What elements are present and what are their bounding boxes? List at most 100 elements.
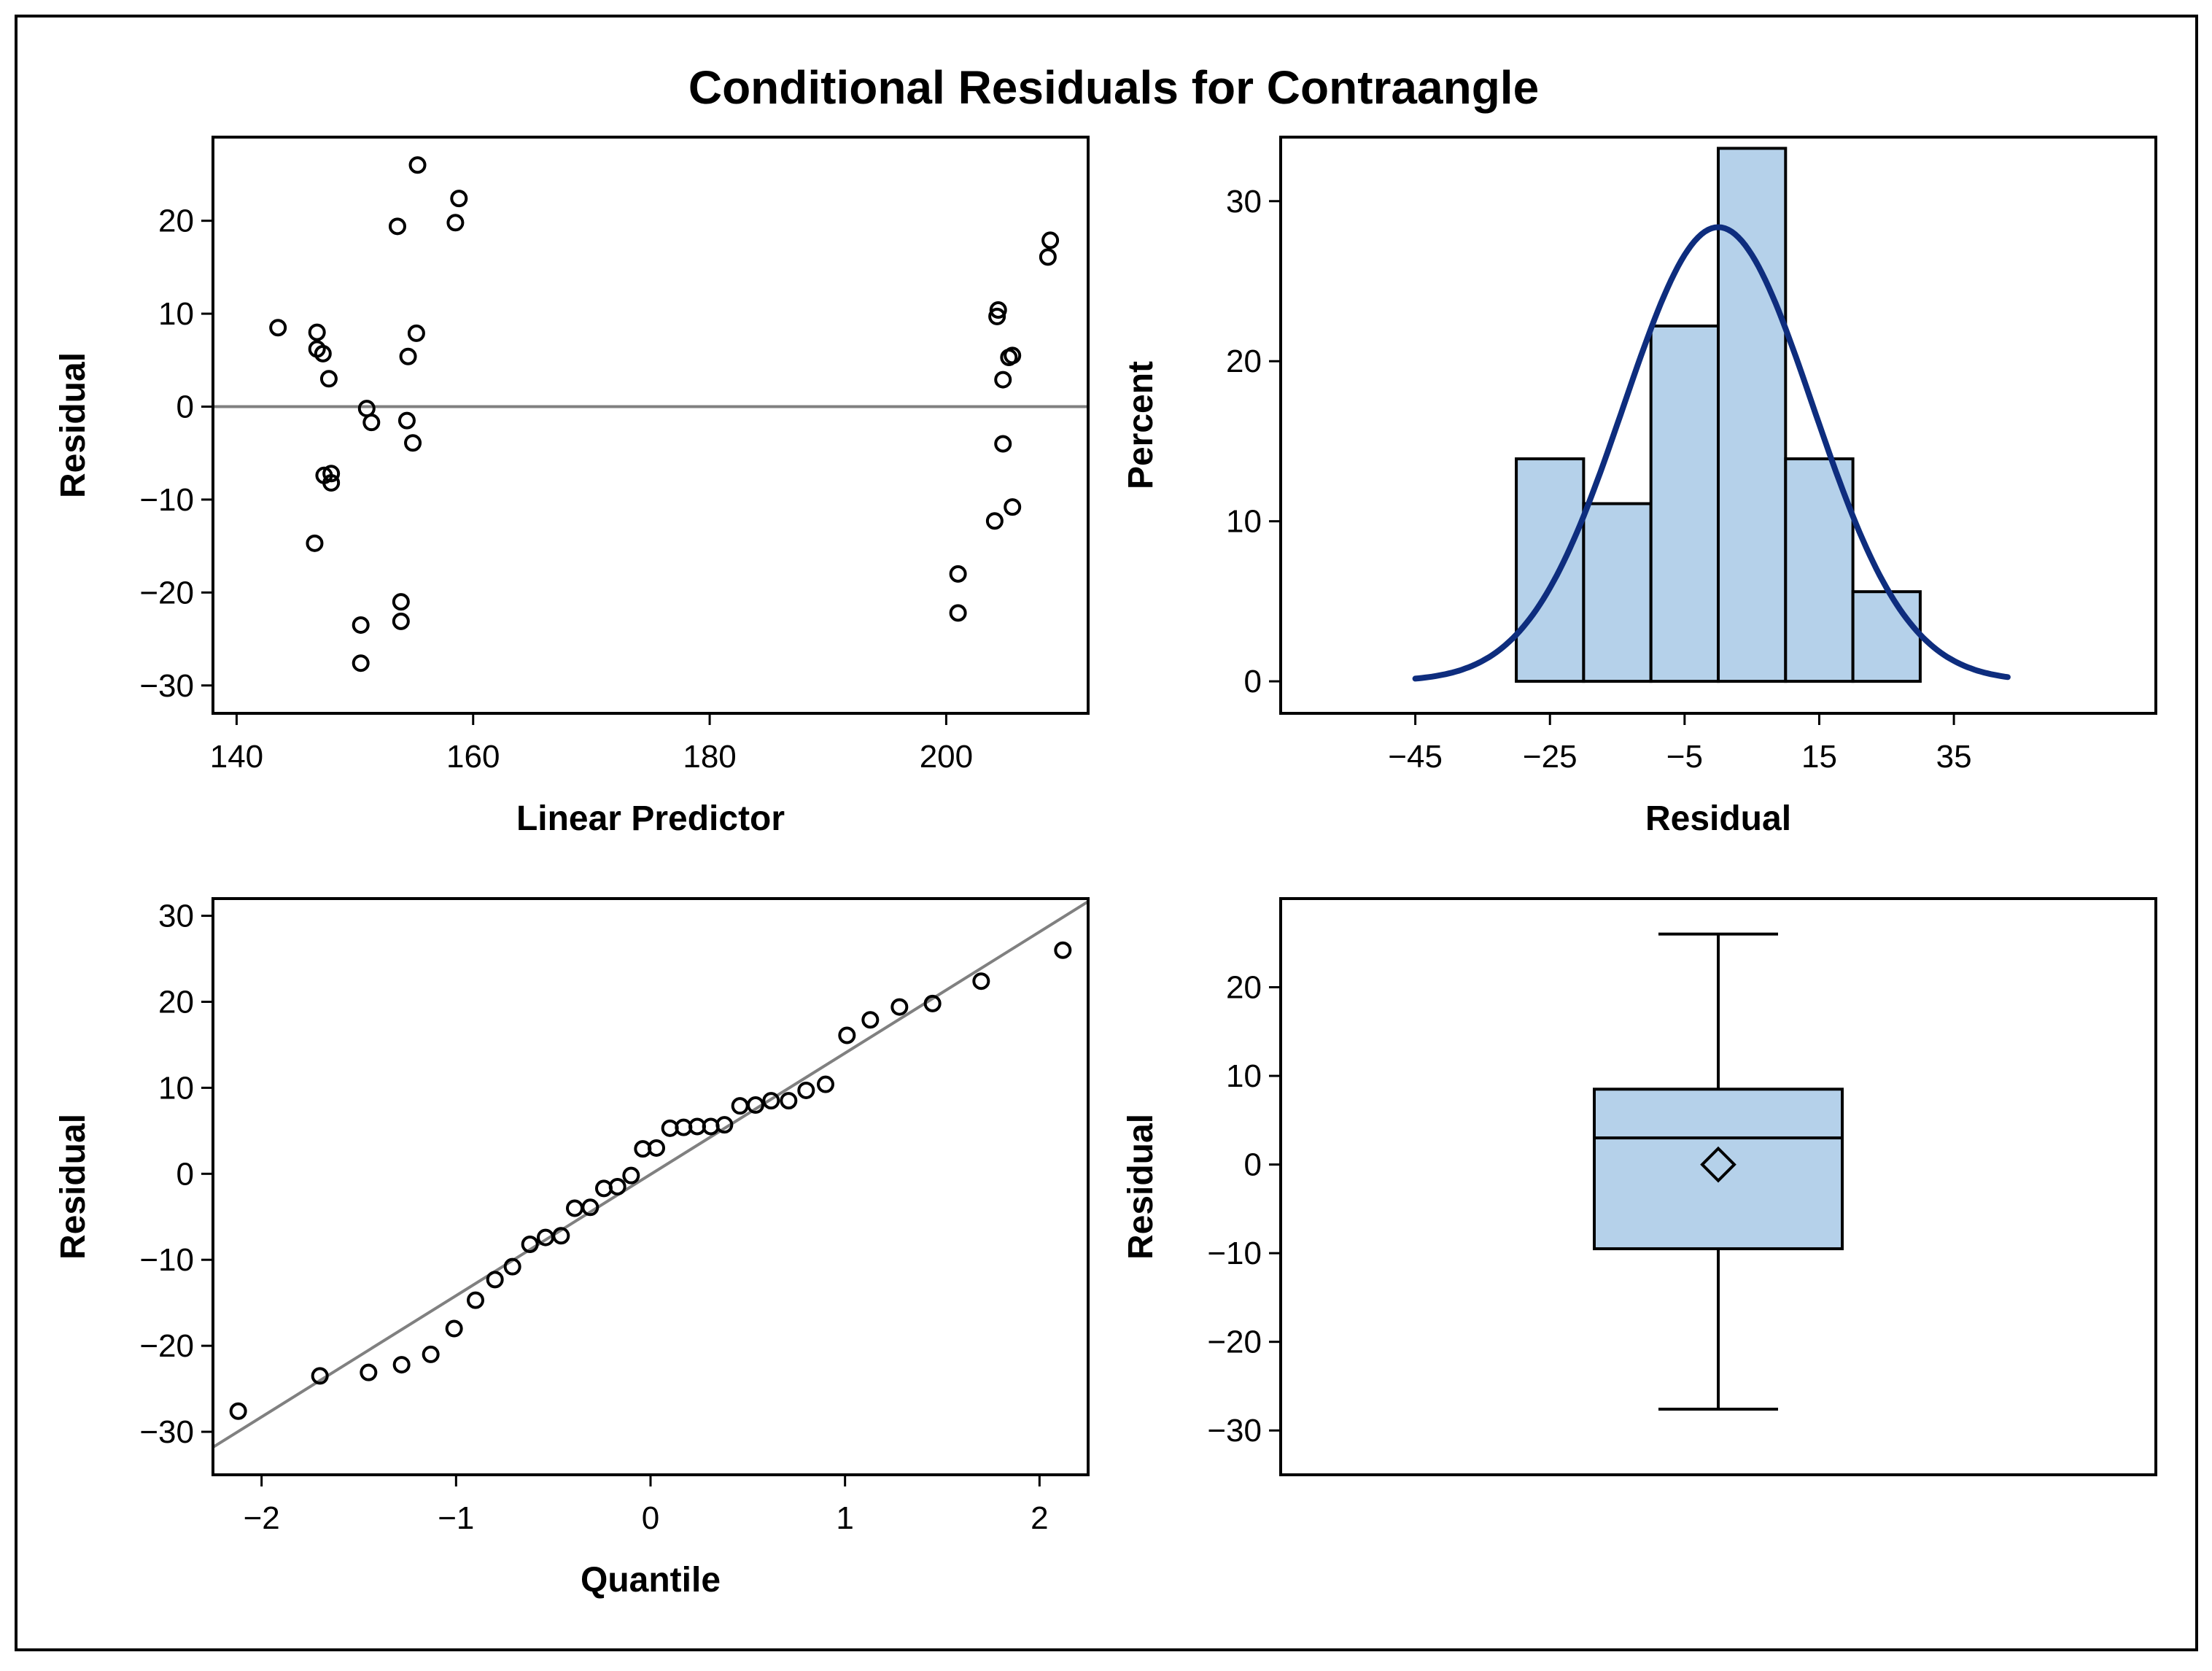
y-tick-label: 10	[1226, 504, 1262, 540]
qq-reference-line	[213, 900, 1088, 1449]
data-point	[972, 972, 990, 990]
interquartile-box	[1593, 1087, 1844, 1251]
data-point	[622, 1166, 640, 1185]
data-point	[747, 1096, 764, 1114]
data-point	[988, 307, 1006, 325]
data-point	[949, 604, 967, 622]
data-point	[861, 1011, 880, 1029]
x-tick-label: 35	[1936, 739, 1972, 775]
data-point	[817, 1075, 834, 1093]
histogram-bar	[1649, 324, 1720, 683]
y-tick-label: −20	[1207, 1325, 1262, 1360]
data-point	[397, 411, 416, 430]
data-point	[319, 370, 338, 388]
data-point	[608, 1178, 626, 1195]
data-point	[762, 1092, 780, 1110]
y-tick-label: 0	[176, 1156, 194, 1192]
residual-vs-predictor-panel: −30 −20 −10 0 10 20 Residual 140 160 180 200 Linear…	[54, 136, 1090, 838]
residual-histogram-panel: 0 10 20 30 Percent −45 −25 −5 15 35 Residual	[1122, 136, 2157, 838]
data-point	[269, 319, 287, 337]
y-tick-label: 0	[176, 389, 194, 425]
data-point	[780, 1092, 798, 1110]
mean-marker	[1700, 1146, 1736, 1183]
data-point	[1039, 248, 1057, 266]
normal-density-curve	[1412, 224, 2011, 682]
data-point	[392, 1356, 411, 1374]
data-point	[360, 1363, 378, 1381]
y-tick-label: 20	[1226, 344, 1262, 379]
data-point	[1041, 231, 1060, 249]
data-point	[994, 371, 1012, 389]
data-point	[521, 1236, 539, 1253]
x-tick-label: −2	[244, 1500, 280, 1536]
outer-frame	[15, 15, 2198, 1651]
data-point	[229, 1402, 247, 1420]
plot-frame	[212, 136, 1090, 715]
data-point	[581, 1198, 599, 1217]
data-point	[399, 347, 417, 365]
y-tick-label: 0	[1244, 1147, 1262, 1183]
data-point	[362, 414, 381, 432]
x-tick-label: −5	[1666, 739, 1703, 775]
y-tick-label: 20	[158, 203, 194, 239]
y-axis-label: Residual	[54, 1114, 93, 1260]
data-point	[715, 1116, 734, 1134]
data-point	[306, 534, 324, 552]
data-point	[949, 565, 967, 583]
y-tick-label: −10	[139, 482, 194, 518]
data-point	[890, 998, 909, 1016]
y-tick-label: −10	[139, 1242, 194, 1278]
y-tick-label: −20	[139, 575, 194, 610]
y-tick-label: 0	[1244, 664, 1262, 699]
data-point	[989, 301, 1007, 319]
x-tick-label: 160	[446, 739, 500, 775]
y-tick-label: 30	[1226, 184, 1262, 220]
data-point	[352, 616, 370, 634]
data-point	[352, 654, 370, 672]
x-axis-label: Residual	[1645, 799, 1791, 838]
y-tick-label: 10	[1226, 1058, 1262, 1094]
x-tick-label: −45	[1388, 739, 1443, 775]
figure-title: Conditional Residuals for Contraangle	[688, 61, 1539, 114]
data-point	[392, 612, 410, 630]
data-point	[388, 217, 406, 236]
y-tick-label: 30	[158, 899, 194, 934]
residual-boxplot-panel: −30 −20 −10 0 10 20 Residual	[1122, 897, 2157, 1476]
data-point	[838, 1026, 856, 1044]
data-point	[422, 1345, 440, 1363]
y-tick-label: −30	[139, 1414, 194, 1450]
data-point	[1004, 346, 1022, 365]
plot-frame	[1279, 136, 2157, 715]
data-point	[797, 1081, 815, 1099]
y-tick-label: 20	[1226, 970, 1262, 1006]
x-tick-label: 200	[920, 739, 973, 775]
histogram-bar	[1582, 502, 1653, 683]
x-tick-label: 2	[1031, 1500, 1048, 1536]
data-point	[486, 1271, 504, 1289]
data-point	[446, 214, 465, 232]
y-tick-label: 10	[158, 1070, 194, 1106]
x-tick-label: 0	[642, 1500, 659, 1536]
x-tick-label: −1	[438, 1500, 474, 1536]
x-tick-label: 140	[210, 739, 263, 775]
data-point	[407, 324, 425, 342]
data-point	[322, 465, 341, 483]
x-tick-label: −25	[1523, 739, 1577, 775]
x-tick-label: 1	[836, 1500, 853, 1536]
y-tick-label: 10	[158, 296, 194, 332]
data-point	[314, 344, 332, 362]
data-point	[467, 1291, 484, 1309]
y-axis-label: Percent	[1122, 361, 1160, 489]
x-tick-label: 180	[683, 739, 736, 775]
histogram-bar	[1717, 147, 1788, 683]
x-axis-label: Quantile	[581, 1561, 721, 1600]
histogram-bar	[1784, 457, 1855, 683]
data-point	[648, 1139, 665, 1157]
data-point	[552, 1227, 570, 1245]
data-point	[392, 593, 410, 611]
histogram-bar	[1515, 457, 1586, 683]
data-point	[1054, 941, 1072, 959]
y-tick-label: −20	[139, 1328, 194, 1364]
